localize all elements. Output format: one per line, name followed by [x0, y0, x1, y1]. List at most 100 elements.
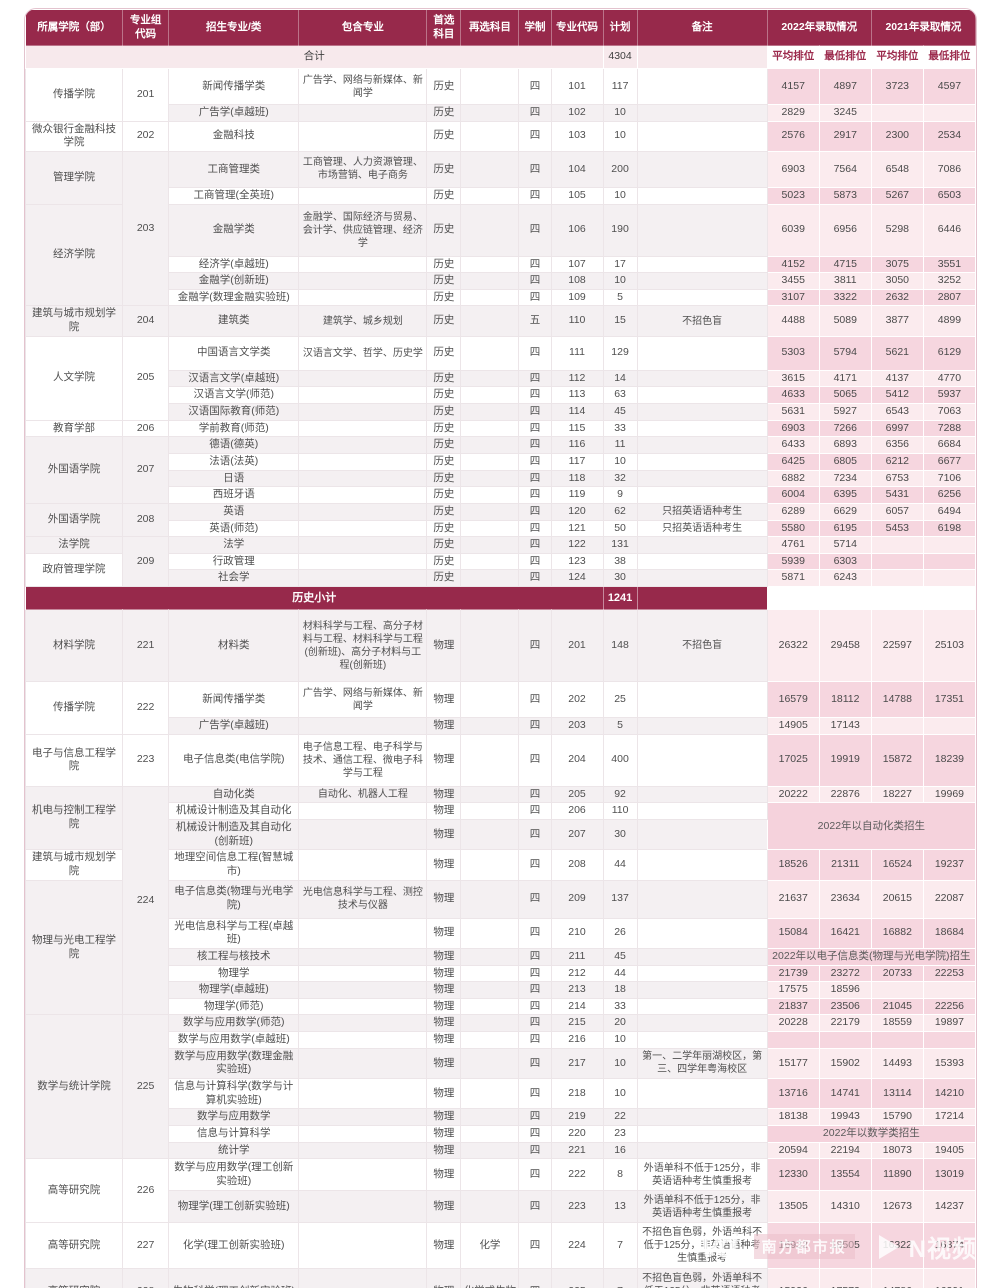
- cell-major-code: 217: [550, 1047, 604, 1079]
- cell-rank-value: 5580: [766, 519, 820, 538]
- cell-duration: 四: [518, 403, 552, 421]
- cell-duration: 四: [518, 947, 552, 966]
- cell-college: 传播学院: [25, 68, 124, 122]
- cell-rank-value: 6677: [922, 452, 976, 471]
- cell-plan: 10: [602, 186, 638, 205]
- cell-rank-value: 18112: [818, 681, 872, 719]
- cell-note: [636, 879, 768, 919]
- table-row: 物理学(师范) 物理 四 214 33 21837 23506 21045 22256: [26, 997, 976, 1016]
- cell-first-subject: 历史: [426, 486, 462, 504]
- cell-major-code: 207: [550, 819, 604, 851]
- cell-second-subject: [460, 436, 520, 454]
- cell-first-subject: 物理: [426, 947, 462, 966]
- cell-plan: 20: [602, 1014, 638, 1033]
- cell-plan: 117: [602, 68, 638, 105]
- cell-duration: 四: [518, 552, 552, 571]
- cell-plan: 110: [602, 802, 638, 821]
- cell-rank-value: 15790: [870, 1108, 924, 1126]
- cell-rank-value: 17143: [818, 717, 872, 735]
- cell-college: 高等研究院: [25, 1222, 124, 1270]
- admissions-table: 所属学院（部） 专业组代码 招生专业/类 包含专业 首选科目 再选科目 学制 专业代码 计划 备注…: [25, 9, 976, 1288]
- cell-rank-value: 19237: [922, 849, 976, 881]
- cell-plan: 23: [602, 1124, 638, 1143]
- cell-rank-value: 22253: [922, 964, 976, 983]
- cell-rank-value: 4770: [922, 369, 976, 388]
- cell-group-code: 201: [122, 68, 170, 122]
- cell-duration: 四: [518, 917, 552, 949]
- cell-rank-value: 3107: [766, 288, 820, 307]
- cell-included-majors: [298, 981, 428, 999]
- cell-included-majors: 光电信息科学与工程、测控技术与仪器: [298, 879, 428, 919]
- cell-note: 不招色盲: [636, 609, 768, 683]
- cell-note: [636, 802, 768, 821]
- cell-rank-value: 6503: [922, 186, 976, 205]
- cell-rank-value: 5871: [766, 569, 820, 588]
- cell-rank-value: 5023: [766, 186, 820, 205]
- cell-second-subject: [460, 681, 520, 719]
- cell-rank-value: 20615: [870, 879, 924, 919]
- cell-major: 汉语国际教育(师范): [168, 403, 300, 421]
- cell-rank-value: 2632: [870, 288, 924, 307]
- cell-note: [636, 917, 768, 949]
- cell-rank-value: 22087: [922, 879, 976, 919]
- cell-rank-value: 15084: [766, 917, 820, 949]
- cell-major-code: 121: [550, 519, 604, 538]
- cell-rank-value: 4715: [818, 255, 872, 274]
- cell-rank-value: 16391: [922, 1268, 976, 1288]
- cell-major: 数学与应用数学: [168, 1108, 300, 1126]
- cell-major-code: 218: [550, 1077, 604, 1110]
- cell-college: 电子与信息工程学院: [25, 733, 124, 787]
- table-row: 材料学院 221 材料类 材料科学与工程、高分子材料与工程、材料科学与工程(创新班)、…: [25, 609, 976, 683]
- cell-second-subject: [460, 1108, 520, 1126]
- cell-included-majors: 建筑学、城乡规划: [298, 305, 428, 337]
- cell-major: 物理学(卓越班): [168, 981, 300, 999]
- cell-rank-value: 4633: [766, 386, 820, 405]
- cell-duration: 四: [518, 486, 552, 504]
- cell-plan: 10: [602, 120, 638, 152]
- cell-second-subject: [460, 469, 520, 488]
- table-row: 核工程与核技术 物理 四 211 45 2022年以电子信息类(物理与光电学院)招生: [26, 947, 976, 966]
- table-row: 物理与光电工程学院 电子信息类(物理与光电学院) 光电信息科学与工程、测控技术与仪器…: [25, 879, 976, 1016]
- cell-major-code: 204: [550, 733, 604, 787]
- cell-included-majors: [298, 452, 428, 471]
- cell-duration: 四: [518, 1124, 552, 1143]
- table-row: 管理学院 203 工商管理类 工商管理、人力资源管理、市场营销、电子商务 历史四 104 2…: [25, 150, 976, 307]
- cell-rank-value: 7106: [922, 469, 976, 488]
- cell-rank-value: 18239: [922, 733, 976, 787]
- cell-major-code: 210: [550, 917, 604, 949]
- cell-included-majors: [298, 255, 428, 274]
- cell-major: 德语(德英): [168, 436, 300, 454]
- cell-duration: 四: [518, 452, 552, 471]
- cell-rank-value: 2807: [922, 288, 976, 307]
- subtotal-label: 历史小计: [25, 586, 604, 611]
- cell-major: 数学与应用数学(师范): [168, 1014, 300, 1033]
- cell-rank-value: 17214: [922, 1108, 976, 1126]
- cell-plan: 26: [602, 917, 638, 949]
- cell-duration: 四: [518, 981, 552, 999]
- cell-note: [636, 469, 768, 488]
- cell-rank-value: 5453: [870, 519, 924, 538]
- cell-plan: 10: [602, 1047, 638, 1079]
- cell-first-subject: 物理: [426, 1158, 462, 1192]
- cell-rank-value: 5089: [818, 305, 872, 337]
- cell-included-majors: 广告学、网络与新媒体、新闻学: [298, 681, 428, 719]
- cell-included-majors: [298, 1031, 428, 1049]
- cell-major-code: 112: [550, 369, 604, 388]
- cell-rank-value: 17575: [766, 981, 820, 999]
- cell-included-majors: 自动化、机器人工程: [298, 785, 428, 804]
- cell-note: [636, 68, 768, 105]
- cell-rank-value: 14310: [818, 1190, 872, 1224]
- cell-first-subject: 物理: [426, 849, 462, 881]
- cell-duration: 四: [518, 1108, 552, 1126]
- cell-rank-value: [870, 536, 924, 554]
- cell-note: [636, 849, 768, 881]
- col-header: 专业组代码: [122, 9, 170, 46]
- cell-included-majors: [298, 819, 428, 851]
- cell-note: [636, 288, 768, 307]
- cell-rank-value: 12673: [870, 1190, 924, 1224]
- cell-rank-value: 11890: [870, 1158, 924, 1192]
- cell-major-code: 119: [550, 486, 604, 504]
- cell-first-subject: 物理: [426, 879, 462, 919]
- cell-group-code: 207: [122, 436, 170, 504]
- cell-duration: 四: [518, 120, 552, 152]
